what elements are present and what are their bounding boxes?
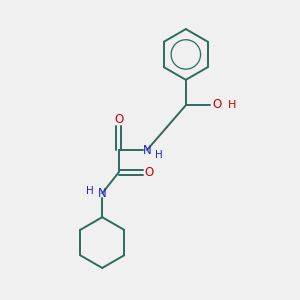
Text: O: O	[114, 113, 123, 126]
Text: O: O	[145, 166, 154, 179]
Text: O: O	[213, 98, 222, 111]
Text: H: H	[155, 150, 163, 161]
Text: H: H	[86, 186, 94, 196]
Text: N: N	[142, 143, 152, 157]
Text: N: N	[98, 187, 106, 200]
Text: H: H	[228, 100, 236, 110]
